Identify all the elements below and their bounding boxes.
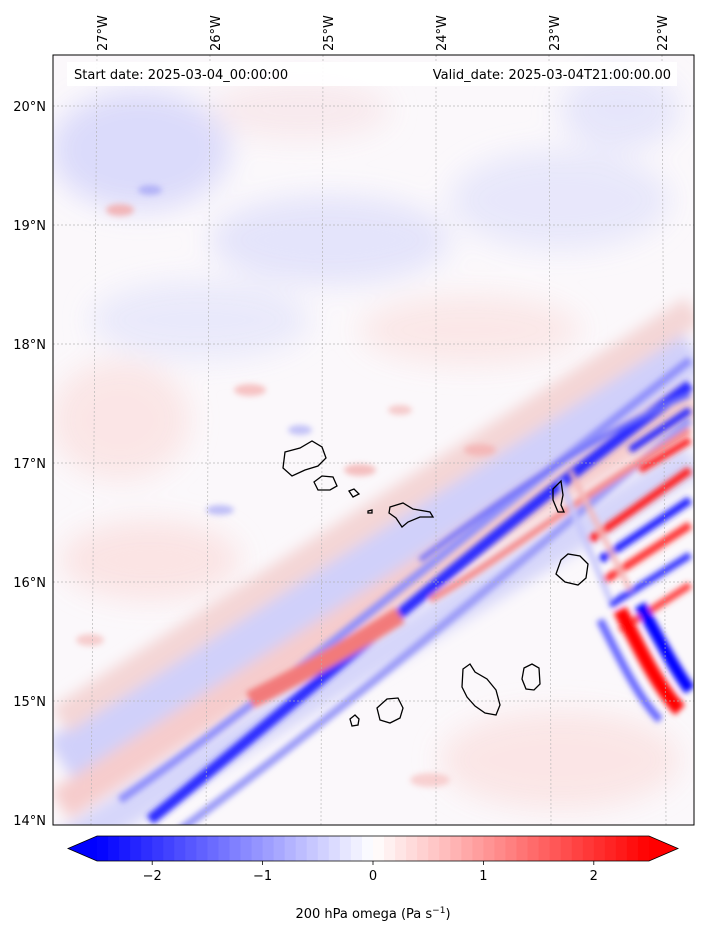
header-box xyxy=(67,62,677,86)
lat-ticks: 20°N 19°N 18°N 17°N 16°N 15°N 14°N xyxy=(13,100,46,829)
colorbar-segment xyxy=(361,836,374,861)
island-boa-vista xyxy=(555,553,589,586)
colorbar-segment xyxy=(560,836,573,861)
colorbar-segment xyxy=(196,836,208,861)
colorbar-segment xyxy=(262,836,275,861)
colorbar-segment xyxy=(472,836,484,861)
colorbar-segment xyxy=(185,836,197,861)
island-sao-nicolau xyxy=(388,502,435,528)
colorbar-ticks: −2 −1 0 1 2 xyxy=(143,861,598,884)
colorbar-segment xyxy=(108,836,120,861)
island-sao-vicente xyxy=(313,475,338,491)
colorbar-tick-label: 1 xyxy=(479,869,487,884)
colorbar-segment xyxy=(406,836,418,861)
colorbar-segment xyxy=(615,836,628,861)
island-maio xyxy=(521,663,541,691)
colorbar-segment xyxy=(538,836,551,861)
colorbar-segment xyxy=(450,836,462,861)
omega-field xyxy=(53,55,694,825)
map-frame xyxy=(52,54,695,826)
lon-tick-25w: 25°W xyxy=(322,15,337,51)
lat-tick-17n: 17°N xyxy=(13,457,46,472)
colorbar-segment xyxy=(494,836,507,861)
island-santo-antao xyxy=(282,440,327,477)
island-santa-luzia xyxy=(348,488,361,498)
colorbar-extend-high xyxy=(649,836,678,861)
colorbar-segment xyxy=(130,836,142,861)
lat-tick-14n: 14°N xyxy=(13,814,46,829)
colorbar-segment xyxy=(373,836,385,861)
colorbar-segment xyxy=(229,836,242,861)
island-santiago xyxy=(461,663,501,716)
colorbar-segment xyxy=(428,836,440,861)
lat-tick-20n: 20°N xyxy=(13,100,46,115)
colorbar-outline xyxy=(66,835,680,862)
island-fogo xyxy=(376,697,404,724)
colorbar-segment xyxy=(174,836,186,861)
island-branco xyxy=(367,509,373,514)
colorbar-segment xyxy=(306,836,319,861)
lat-tick-15n: 15°N xyxy=(13,695,46,710)
island-sal xyxy=(552,479,565,513)
colorbar-segments xyxy=(97,836,650,861)
colorbar-segment xyxy=(284,836,297,861)
colorbar-segment xyxy=(582,836,595,861)
gridlines xyxy=(53,55,694,825)
lon-tick-26w: 26°W xyxy=(209,15,224,51)
colorbar-segment xyxy=(141,836,153,861)
colorbar-segment xyxy=(439,836,451,861)
lat-tick-19n: 19°N xyxy=(13,219,46,234)
colorbar-segment xyxy=(317,836,330,861)
colorbar-label: 200 hPa omega (Pa s−1) xyxy=(295,906,450,922)
colorbar-tick-label: −1 xyxy=(253,869,272,884)
colorbar-extend-low xyxy=(68,836,97,861)
colorbar-segment xyxy=(207,836,220,861)
colorbar-segment xyxy=(295,836,308,861)
colorbar-segment xyxy=(626,836,639,861)
lon-tick-23w: 23°W xyxy=(548,15,563,51)
colorbar-segment xyxy=(273,836,286,861)
colorbar-segment xyxy=(97,836,109,861)
colorbar-segment xyxy=(417,836,429,861)
colorbar-segment xyxy=(218,836,231,861)
colorbar-segment xyxy=(328,836,341,861)
colorbar-segment xyxy=(483,836,496,861)
lon-ticks: 27°W 26°W 25°W 24°W 23°W 22°W xyxy=(96,15,671,51)
island-brava xyxy=(349,714,360,727)
colorbar: −2 −1 0 1 2 200 hPa omega (Pa s−1) xyxy=(66,835,680,922)
lon-tick-22w: 22°W xyxy=(656,15,671,51)
colorbar-segment xyxy=(637,836,650,861)
colorbar-segment xyxy=(593,836,606,861)
start-date-label: Start date: 2025-03-04_00:00:00 xyxy=(74,68,288,83)
colorbar-tick-label: 0 xyxy=(369,869,377,884)
colorbar-segment xyxy=(527,836,540,861)
colorbar-segment xyxy=(549,836,562,861)
colorbar-segment xyxy=(152,836,164,861)
colorbar-segment xyxy=(516,836,529,861)
colorbar-segment xyxy=(571,836,584,861)
colorbar-segment xyxy=(339,836,352,861)
coastlines xyxy=(282,440,589,727)
colorbar-segment xyxy=(119,836,131,861)
colorbar-segment xyxy=(240,836,253,861)
colorbar-segment xyxy=(604,836,617,861)
colorbar-segment xyxy=(395,836,407,861)
lon-tick-27w: 27°W xyxy=(96,15,111,51)
lat-tick-18n: 18°N xyxy=(13,338,46,353)
lon-tick-24w: 24°W xyxy=(435,15,450,51)
valid-date-label: Valid_date: 2025-03-04T21:00:00.00 xyxy=(433,68,671,83)
colorbar-segment xyxy=(251,836,264,861)
colorbar-segment xyxy=(350,836,363,861)
colorbar-tick-label: 2 xyxy=(590,869,598,884)
colorbar-tick-label: −2 xyxy=(143,869,162,884)
lat-tick-16n: 16°N xyxy=(13,576,46,591)
colorbar-segment xyxy=(461,836,473,861)
colorbar-segment xyxy=(163,836,175,861)
colorbar-segment xyxy=(505,836,518,861)
colorbar-segment xyxy=(384,836,396,861)
